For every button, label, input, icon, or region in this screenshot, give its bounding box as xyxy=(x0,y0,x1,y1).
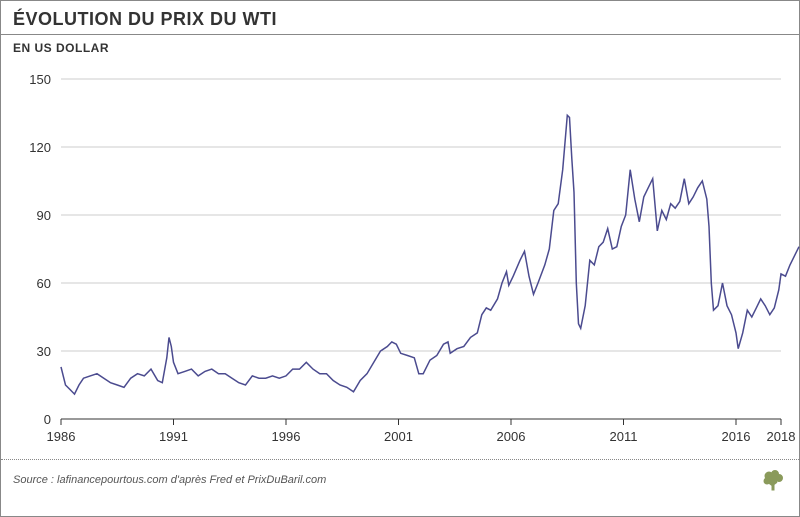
svg-text:1986: 1986 xyxy=(47,429,76,444)
svg-text:120: 120 xyxy=(29,140,51,155)
svg-text:2001: 2001 xyxy=(384,429,413,444)
svg-text:1996: 1996 xyxy=(272,429,301,444)
svg-text:90: 90 xyxy=(37,208,51,223)
svg-text:0: 0 xyxy=(44,412,51,427)
tree-logo-icon xyxy=(759,468,787,492)
chart-header: ÉVOLUTION DU PRIX DU WTI xyxy=(1,1,799,35)
svg-text:60: 60 xyxy=(37,276,51,291)
svg-text:2006: 2006 xyxy=(497,429,526,444)
source-text: Source : lafinancepourtous.com d'après F… xyxy=(13,474,326,486)
svg-text:2016: 2016 xyxy=(722,429,751,444)
svg-text:1991: 1991 xyxy=(159,429,188,444)
svg-text:2018: 2018 xyxy=(767,429,796,444)
svg-text:150: 150 xyxy=(29,72,51,87)
chart-title: ÉVOLUTION DU PRIX DU WTI xyxy=(13,9,787,30)
chart-footer: Source : lafinancepourtous.com d'après F… xyxy=(1,459,799,500)
svg-text:30: 30 xyxy=(37,344,51,359)
svg-text:2011: 2011 xyxy=(610,429,638,444)
chart-area: 0 30 60 90 120 150 1986 1991 1996 2001 2006 2011 201… xyxy=(1,59,799,459)
line-chart-svg: 0 30 60 90 120 150 1986 1991 1996 2001 2006 2011 201… xyxy=(1,59,800,459)
chart-subtitle: EN US DOLLAR xyxy=(1,35,799,59)
